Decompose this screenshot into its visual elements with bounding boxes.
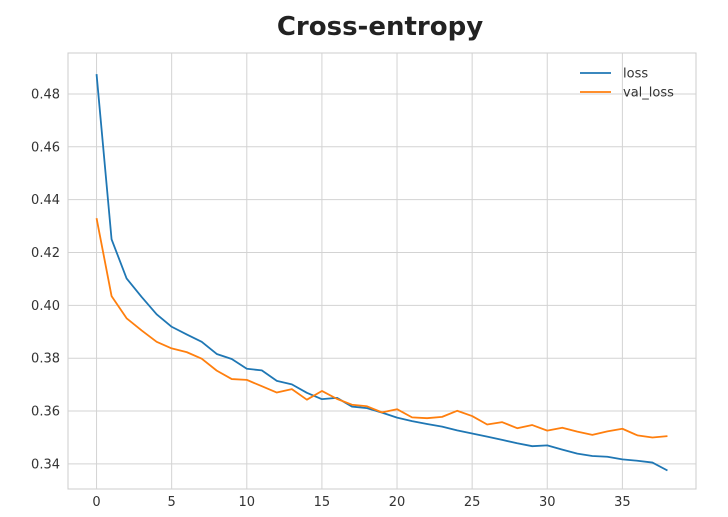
x-tick-label: 10 <box>239 495 256 510</box>
x-tick-label: 15 <box>314 495 331 510</box>
grid <box>68 53 696 489</box>
legend: loss val_loss <box>580 67 674 101</box>
x-tick-label: 30 <box>539 495 556 510</box>
x-tick-label: 0 <box>92 495 100 510</box>
y-tick-label: 0.46 <box>31 140 60 155</box>
y-tick-label: 0.38 <box>31 352 60 367</box>
y-tick-label: 0.42 <box>31 246 60 261</box>
series-lines <box>95 74 668 472</box>
x-tick-label: 5 <box>168 495 176 510</box>
y-axis-ticks: 0.34 0.36 0.38 0.40 0.42 0.44 0.46 0.48 <box>31 87 60 472</box>
plot-area <box>67 52 697 490</box>
series-line-val-loss <box>95 217 668 439</box>
chart-title: Cross-entropy <box>276 12 484 42</box>
x-tick-label: 25 <box>464 495 481 510</box>
y-tick-label: 0.40 <box>31 299 60 314</box>
x-axis-ticks: 0 5 10 15 20 25 30 35 <box>92 495 630 510</box>
y-tick-label: 0.48 <box>31 87 60 102</box>
y-tick-label: 0.44 <box>31 193 60 208</box>
y-tick-label: 0.34 <box>31 457 60 472</box>
legend-label-val-loss: val_loss <box>623 86 674 101</box>
x-tick-label: 20 <box>389 495 406 510</box>
legend-label-loss: loss <box>623 67 648 82</box>
x-tick-label: 35 <box>614 495 631 510</box>
y-tick-label: 0.36 <box>31 405 60 420</box>
